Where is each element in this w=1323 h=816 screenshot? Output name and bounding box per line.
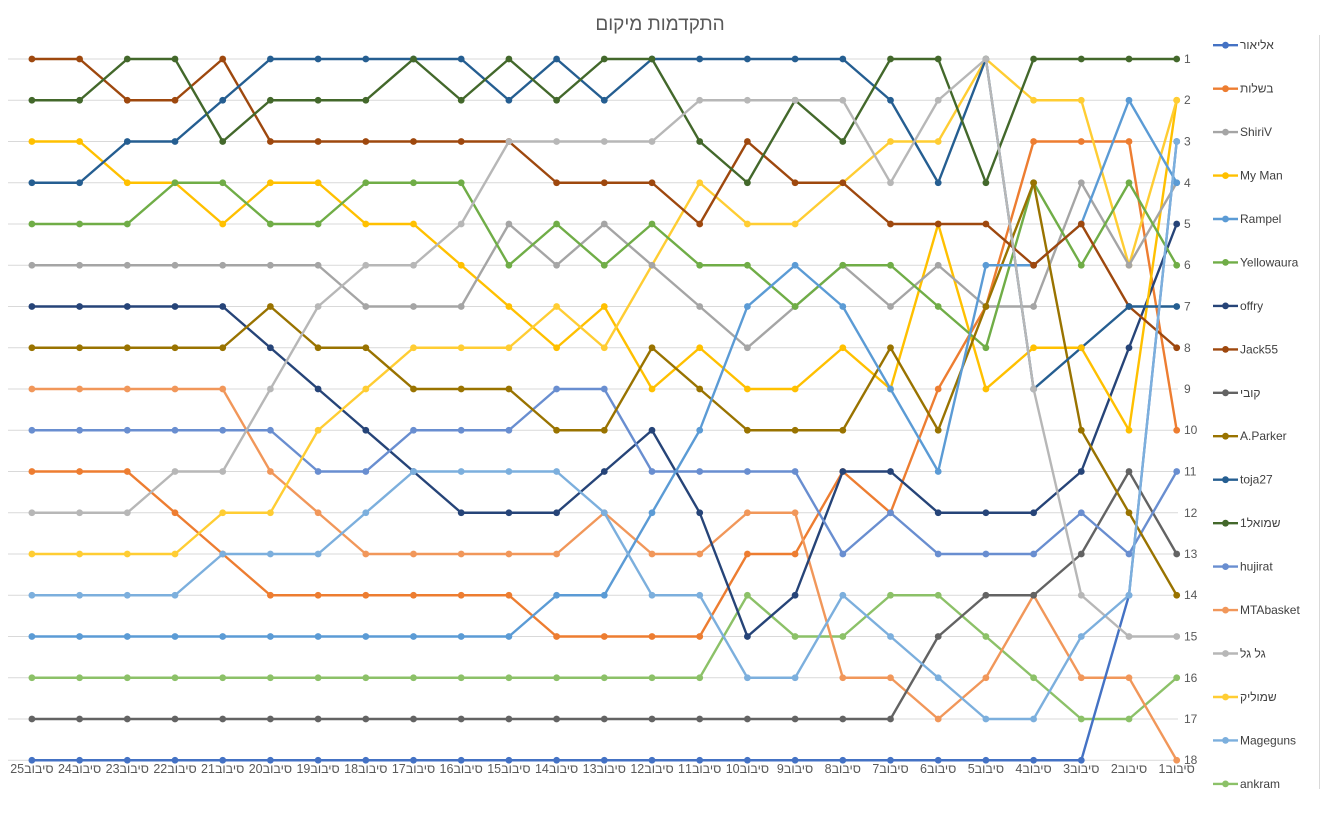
svg-text:סיבוב18: סיבוב18 <box>344 762 387 776</box>
svg-text:סיבוב17: סיבוב17 <box>392 762 435 776</box>
svg-text:סיבוב20: סיבוב20 <box>249 762 292 776</box>
svg-text:סיבוב22: סיבוב22 <box>153 762 196 776</box>
svg-text:סיבוב13: סיבוב13 <box>583 762 626 776</box>
svg-text:4: 4 <box>1184 176 1191 190</box>
svg-text:2: 2 <box>1184 93 1191 107</box>
svg-text:Yellowaura: Yellowaura <box>1240 255 1299 269</box>
svg-text:סיבוב14: סיבוב14 <box>535 762 578 776</box>
svg-text:סיבוב9: סיבוב9 <box>777 762 813 776</box>
svg-text:סיבוב23: סיבוב23 <box>106 762 149 776</box>
svg-text:סיבוב6: סיבוב6 <box>920 762 956 776</box>
svg-text:3: 3 <box>1184 135 1191 149</box>
svg-text:11: 11 <box>1184 465 1197 479</box>
svg-text:My Man: My Man <box>1240 169 1283 183</box>
svg-text:ShiriV: ShiriV <box>1240 125 1272 139</box>
svg-text:סיבוב21: סיבוב21 <box>201 762 244 776</box>
svg-text:סיבוב8: סיבוב8 <box>825 762 861 776</box>
svg-text:17: 17 <box>1184 712 1198 726</box>
svg-text:סיבוב25: סיבוב25 <box>10 762 53 776</box>
svg-text:offry: offry <box>1240 299 1263 313</box>
svg-text:סיבוב16: סיבוב16 <box>440 762 483 776</box>
svg-text:MTAbasket: MTAbasket <box>1240 603 1300 617</box>
svg-text:גל גל: גל גל <box>1240 647 1266 661</box>
svg-text:סיבוב2: סיבוב2 <box>1111 762 1147 776</box>
svg-text:שמוליק: שמוליק <box>1240 690 1277 704</box>
svg-text:A.Parker: A.Parker <box>1240 429 1287 443</box>
svg-text:Mageguns: Mageguns <box>1240 733 1296 747</box>
svg-text:התקדמות מיקום: התקדמות מיקום <box>595 14 724 35</box>
svg-text:קובי: קובי <box>1240 386 1261 400</box>
svg-text:10: 10 <box>1184 423 1198 437</box>
svg-text:Rampel: Rampel <box>1240 212 1281 226</box>
svg-text:סיבוב4: סיבוב4 <box>1015 762 1051 776</box>
svg-text:סיבוב24: סיבוב24 <box>58 762 101 776</box>
svg-text:סיבוב10: סיבוב10 <box>726 762 769 776</box>
svg-text:סיבוב3: סיבוב3 <box>1063 762 1099 776</box>
svg-text:6: 6 <box>1184 258 1191 272</box>
svg-text:אליאור: אליאור <box>1240 38 1274 52</box>
svg-text:12: 12 <box>1184 506 1198 520</box>
svg-text:9: 9 <box>1184 382 1191 396</box>
svg-text:סיבוב7: סיבוב7 <box>872 762 908 776</box>
svg-text:סיבוב15: סיבוב15 <box>487 762 530 776</box>
svg-text:1: 1 <box>1184 52 1191 66</box>
svg-text:15: 15 <box>1184 630 1198 644</box>
svg-text:16: 16 <box>1184 671 1198 685</box>
svg-text:סיבוב5: סיבוב5 <box>968 762 1004 776</box>
svg-text:סיבוב1: סיבוב1 <box>1159 762 1195 776</box>
svg-text:14: 14 <box>1184 588 1198 602</box>
svg-text:בשלות: בשלות <box>1240 82 1273 96</box>
svg-text:8: 8 <box>1184 341 1191 355</box>
svg-text:ankram: ankram <box>1240 777 1280 791</box>
svg-text:סיבוב19: סיבוב19 <box>296 762 339 776</box>
svg-text:13: 13 <box>1184 547 1198 561</box>
svg-text:5: 5 <box>1184 217 1191 231</box>
svg-text:toja27: toja27 <box>1240 473 1273 487</box>
svg-text:Jack55: Jack55 <box>1240 342 1278 356</box>
svg-text:18: 18 <box>1184 753 1198 767</box>
svg-text:שמואל1: שמואל1 <box>1240 516 1281 530</box>
svg-text:סיבוב12: סיבוב12 <box>630 762 673 776</box>
svg-text:hujirat: hujirat <box>1240 560 1273 574</box>
svg-text:סיבוב11: סיבוב11 <box>678 762 721 776</box>
svg-text:7: 7 <box>1184 300 1191 314</box>
